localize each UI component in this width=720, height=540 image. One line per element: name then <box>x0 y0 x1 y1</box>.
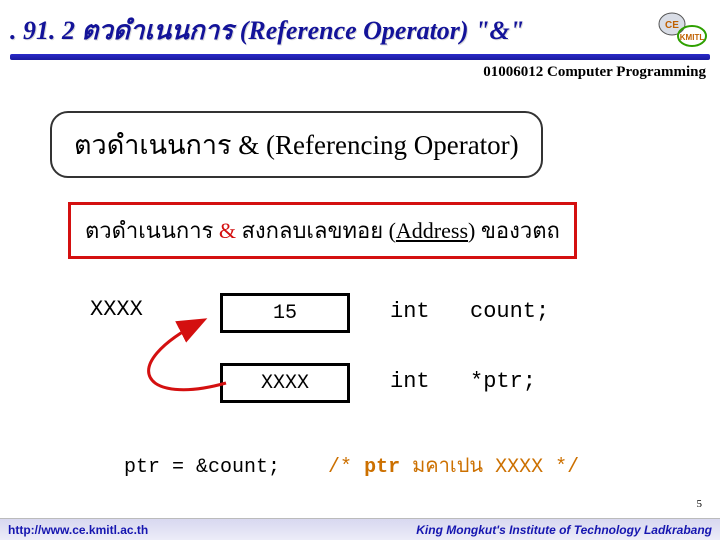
footer-institution: King Mongkut's Institute of Technology L… <box>416 523 720 537</box>
content-area: ตวดำเนนการ & (Referencing Operator) ตวดำ… <box>0 81 720 481</box>
desc-underlined: Address <box>396 218 468 243</box>
kmitl-logo: CE KMITL <box>650 8 710 52</box>
desc-pre: ตวดำเนนการ <box>85 218 219 243</box>
desc-tail: ) ของวตถ <box>468 218 560 243</box>
type-label-1: int <box>390 299 430 324</box>
var-label-1: count; <box>470 299 549 324</box>
address-label: XXXX <box>90 297 143 322</box>
svg-text:CE: CE <box>665 20 679 31</box>
description-box: ตวดำเนนการ & สงกลบเลขทอย (Address) ของวต… <box>68 202 577 259</box>
slide-header: . 91. 2 ตวดำเนนการ (Reference Operator) … <box>0 0 720 52</box>
svg-text:KMITL: KMITL <box>680 33 705 42</box>
code-comment: /* ptr มคาเปน XXXX */ <box>328 456 579 479</box>
desc-amp: & <box>219 218 236 243</box>
desc-post: สงกลบเลขทอย ( <box>236 218 396 243</box>
page-number: 5 <box>697 498 703 510</box>
code-stmt: ptr = &count; <box>124 456 280 479</box>
var-label-2: *ptr; <box>470 369 536 394</box>
code-line: ptr = &count; /* ptr มคาเปน XXXX */ <box>124 449 680 481</box>
memory-cell-count: 15 <box>220 293 350 333</box>
footer-url: http://www.ce.kmitl.ac.th <box>0 523 148 537</box>
memory-diagram: XXXX 15 XXXX int count; int *ptr; <box>90 293 680 443</box>
slide-title: . 91. 2 ตวดำเนนการ (Reference Operator) … <box>10 10 524 51</box>
type-label-2: int <box>390 369 430 394</box>
section-title: ตวดำเนนการ & (Referencing Operator) <box>50 111 543 178</box>
memory-cell-ptr: XXXX <box>220 363 350 403</box>
slide-footer: http://www.ce.kmitl.ac.th King Mongkut's… <box>0 518 720 540</box>
course-code: 01006012 Computer Programming <box>0 60 720 81</box>
